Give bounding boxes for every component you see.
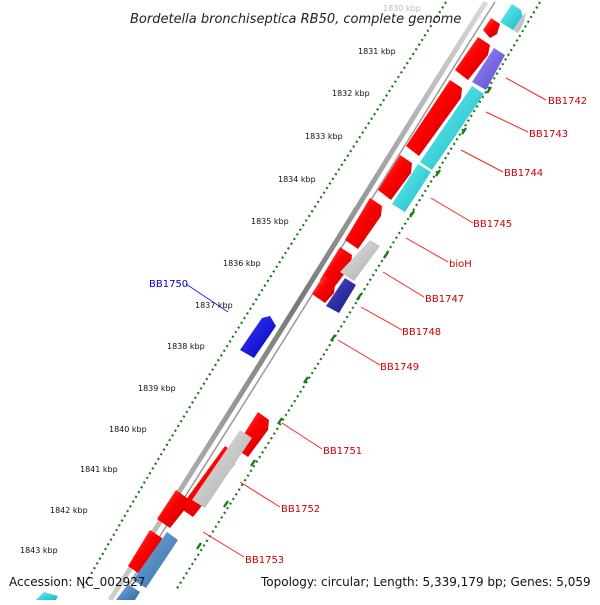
gene-label[interactable]: BB1749 — [380, 362, 419, 373]
gene-arrow[interactable] — [406, 80, 462, 156]
gene-arrow[interactable] — [378, 155, 412, 200]
map-title: Bordetella bronchiseptica RB50, complete… — [130, 12, 461, 27]
kbp-label: 1831 kbp — [358, 47, 396, 56]
gene-label[interactable]: BB1747 — [425, 294, 464, 305]
gene-arrow[interactable] — [420, 86, 484, 170]
kbp-label: 1838 kbp — [167, 342, 205, 351]
kbp-label: 1832 kbp — [332, 89, 370, 98]
gene-arrow[interactable] — [500, 4, 523, 30]
kbp-tick-ring — [81, 1, 447, 591]
gene-arrow[interactable] — [326, 278, 356, 313]
kbp-label: 1834 kbp — [278, 175, 316, 184]
gene-arrow[interactable] — [157, 490, 187, 528]
gene-label[interactable]: BB1743 — [529, 129, 568, 140]
gene-arrow[interactable] — [320, 247, 352, 289]
gene-arrow[interactable] — [345, 198, 382, 249]
gene-arrow[interactable] — [192, 430, 252, 508]
reverse-strand-genes — [36, 4, 526, 600]
gene-label[interactable]: BB1744 — [504, 168, 543, 179]
reverse-strand-major-ticks — [196, 86, 492, 550]
kbp-label: 1836 kbp — [223, 259, 261, 268]
gene-labels: BB1742 BB1743 BB1744 BB1745 bioH BB1747 … — [149, 96, 587, 566]
kbp-label: 1830 kbp — [383, 4, 421, 13]
gene-label[interactable]: bioH — [449, 259, 472, 270]
gene-label[interactable]: BB1745 — [473, 219, 512, 230]
gene-label[interactable]: BB1748 — [402, 327, 441, 338]
kbp-label: 1839 kbp — [138, 384, 176, 393]
kbp-label: 1842 kbp — [50, 506, 88, 515]
gene-label[interactable]: BB1753 — [245, 555, 284, 566]
gene-arrow[interactable] — [340, 240, 380, 281]
kbp-label: 1843 kbp — [20, 546, 58, 555]
gene-label-leader-BB1750 — [185, 283, 229, 313]
kbp-label: 1837 kbp — [195, 301, 233, 310]
gene-arrow-BB1750[interactable] — [240, 316, 276, 358]
gene-arrow[interactable] — [133, 532, 178, 588]
kbp-labels: 1830 kbp 1831 kbp 1832 kbp 1833 kbp 1834… — [20, 4, 421, 555]
genome-backbone — [107, 0, 489, 602]
gene-label[interactable]: BB1751 — [323, 446, 362, 457]
kbp-label: 1840 kbp — [109, 425, 147, 434]
gene-arrow[interactable] — [392, 164, 431, 212]
kbp-label: 1841 kbp — [80, 465, 118, 474]
kbp-label: 1835 kbp — [251, 217, 289, 226]
kbp-label: 1833 kbp — [305, 132, 343, 141]
gene-label[interactable]: BB1752 — [281, 504, 320, 515]
gene-label[interactable]: BB1750 — [149, 279, 188, 290]
gene-arrow[interactable] — [36, 592, 58, 600]
gene-arrow[interactable] — [472, 48, 505, 90]
gene-arrow[interactable] — [128, 530, 162, 575]
gene-arrow[interactable] — [455, 37, 490, 80]
gene-arrow[interactable] — [116, 584, 140, 600]
reverse-strand-tick-ring — [175, 1, 541, 591]
gene-label-leaders — [202, 77, 547, 558]
gene-label[interactable]: BB1742 — [548, 96, 587, 107]
gene-arrow[interactable] — [312, 276, 335, 303]
topology-text: Topology: circular; Length: 5,339,179 bp… — [260, 575, 591, 589]
gene-arrow[interactable] — [513, 12, 526, 33]
gene-arrow[interactable] — [483, 18, 500, 38]
accession-text: Accession: NC_002927 — [9, 575, 145, 589]
